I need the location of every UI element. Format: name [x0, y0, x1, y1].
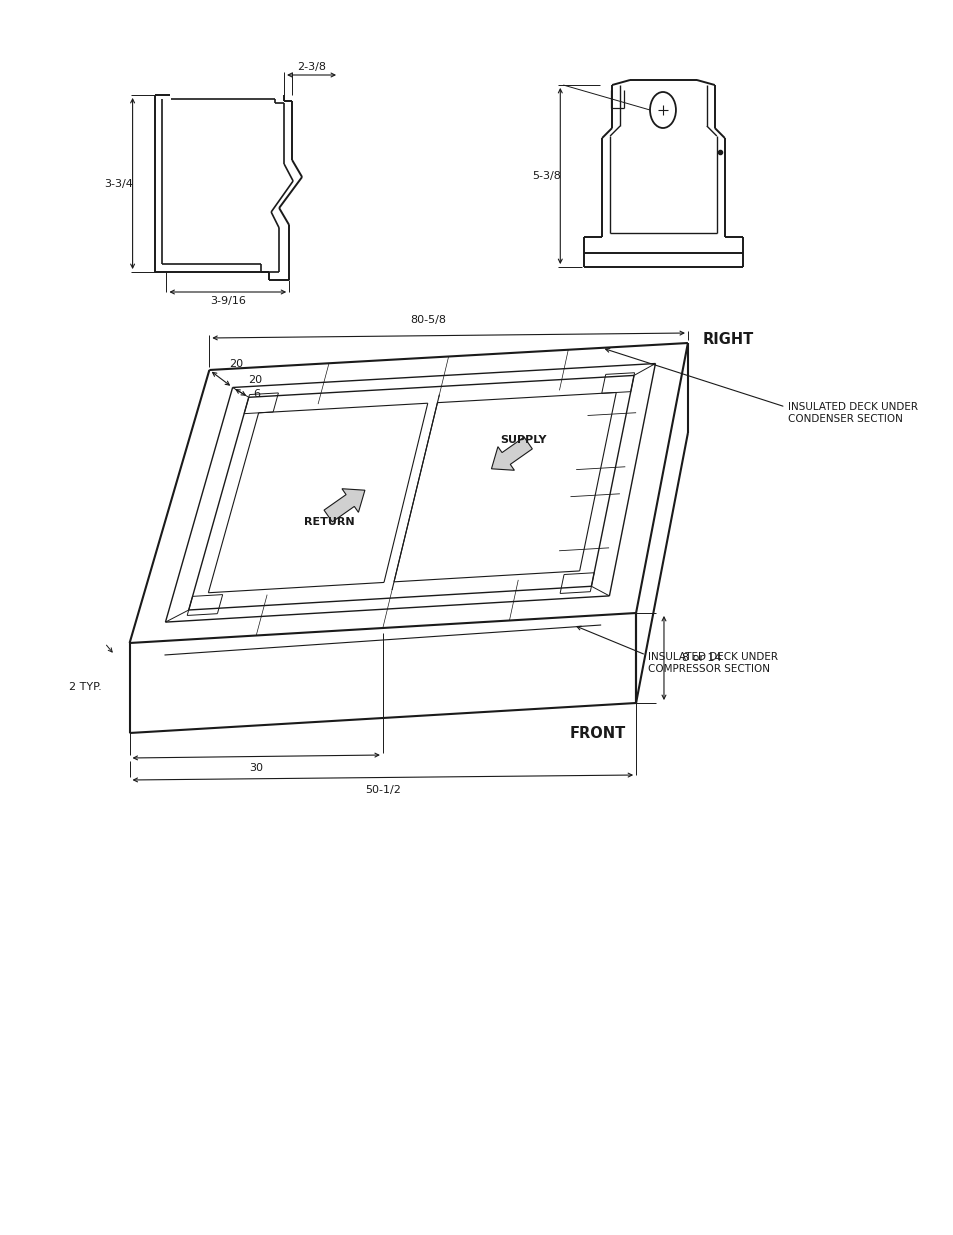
Text: SUPPLY: SUPPLY [500, 435, 546, 445]
Text: 20: 20 [249, 375, 262, 385]
Text: 6: 6 [253, 389, 260, 399]
Text: 3-9/16: 3-9/16 [210, 296, 246, 306]
Text: RIGHT: RIGHT [701, 332, 753, 347]
Text: 80-5/8: 80-5/8 [410, 315, 446, 325]
Text: 50-1/2: 50-1/2 [364, 785, 400, 795]
Text: FRONT: FRONT [570, 725, 626, 741]
Text: RETURN: RETURN [304, 517, 355, 527]
Text: INSULATED DECK UNDER
COMPRESSOR SECTION: INSULATED DECK UNDER COMPRESSOR SECTION [647, 652, 778, 674]
Text: 20: 20 [229, 358, 243, 369]
Text: 5-3/8: 5-3/8 [532, 170, 560, 182]
Text: 30: 30 [249, 763, 263, 773]
Polygon shape [324, 489, 364, 522]
Text: 2 TYP.: 2 TYP. [69, 682, 102, 692]
Polygon shape [491, 437, 532, 471]
Text: 8 or 14: 8 or 14 [681, 653, 720, 663]
Text: 3-3/4: 3-3/4 [104, 179, 132, 189]
Text: INSULATED DECK UNDER
CONDENSER SECTION: INSULATED DECK UNDER CONDENSER SECTION [787, 403, 917, 424]
Text: 2-3/8: 2-3/8 [296, 62, 326, 72]
